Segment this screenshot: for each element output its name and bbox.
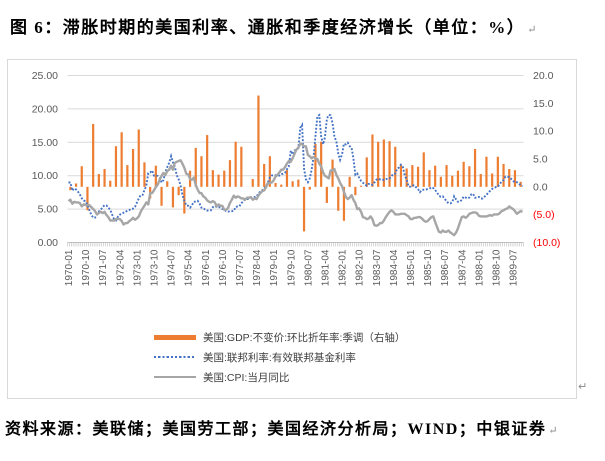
svg-text:10.0: 10.0 [533,126,554,138]
legend-item-cpi: 美国:CPI:当月同比 [154,370,405,384]
svg-text:25.00: 25.00 [32,70,58,82]
legend-label-cpi: 美国:CPI:当月同比 [203,371,290,384]
source-note: 资料来源：美联储；美国劳工部；美国经济分析局；WIND；中银证券 ↵ [5,415,605,439]
svg-text:1974-07: 1974-07 [167,249,178,286]
paragraph-mark-icon: ↵ [527,24,537,36]
legend-swatch-gdp-bar [154,334,196,340]
svg-text:1972-04: 1972-04 [115,249,126,286]
svg-text:(10.0): (10.0) [533,237,560,249]
svg-text:0.0: 0.0 [533,181,548,193]
svg-text:1973-01: 1973-01 [132,249,143,286]
svg-text:1982-01: 1982-01 [338,249,349,286]
svg-text:1984-04: 1984-04 [389,249,400,286]
source-note-text: 资料来源：美联储；美国劳工部；美国经济分析局；WIND；中银证券 [5,421,547,438]
svg-text:15.0: 15.0 [533,98,554,110]
svg-text:1970-10: 1970-10 [81,249,92,286]
svg-text:1980-07: 1980-07 [303,249,314,286]
svg-text:1983-07: 1983-07 [372,249,383,286]
legend-item-gdp: 美国:GDP:不变价:环比折年率:季调（右轴） [154,330,405,344]
legend-swatch-cpi-line [154,375,196,379]
figure-title-text: 图 6：滞胀时期的美国利率、通胀和季度经济增长（单位：%） [10,18,526,37]
svg-text:20.0: 20.0 [533,70,554,82]
legend-swatch-fedfunds-dotted-line [154,355,196,359]
svg-text:(5.0): (5.0) [533,209,555,221]
svg-text:1985-10: 1985-10 [423,249,434,286]
svg-text:1979-10: 1979-10 [286,249,297,286]
svg-text:5.0: 5.0 [533,154,548,166]
legend-label-gdp: 美国:GDP:不变价:环比折年率:季调（右轴） [203,331,406,344]
svg-text:10.00: 10.00 [32,170,58,182]
svg-text:1986-07: 1986-07 [440,249,451,286]
svg-text:0.00: 0.00 [38,237,59,249]
svg-text:1987-04: 1987-04 [457,249,468,286]
chart-area: 25.00 20.00 15.00 10.00 5.00 0.00 20.0 15.0 10.0… [7,59,577,399]
svg-text:5.00: 5.00 [38,204,59,216]
chart-plot: 25.00 20.00 15.00 10.00 5.00 0.00 20.0 15.0 10.0… [32,70,561,286]
svg-text:1975-04: 1975-04 [184,249,195,286]
chart-legend: 美国:GDP:不变价:环比折年率:季调（右轴） 美国:联邦利率:有效联邦基金利率… [154,330,405,390]
svg-text:1988-01: 1988-01 [474,249,485,286]
svg-text:1976-10: 1976-10 [218,249,229,286]
svg-text:1978-04: 1978-04 [252,249,263,286]
svg-text:1981-04: 1981-04 [320,249,331,286]
svg-text:1985-01: 1985-01 [406,249,417,286]
svg-text:1979-01: 1979-01 [269,249,280,286]
svg-text:1970-01: 1970-01 [64,249,75,286]
svg-text:1971-07: 1971-07 [98,249,109,286]
svg-text:1976-01: 1976-01 [201,249,212,286]
svg-text:15.00: 15.00 [32,137,58,149]
svg-text:1977-07: 1977-07 [235,249,246,286]
paragraph-mark-icon: ↵ [548,425,558,437]
svg-text:1988-10: 1988-10 [491,249,502,286]
svg-text:1973-10: 1973-10 [149,249,160,286]
paragraph-mark-icon: ↵ [578,381,588,393]
svg-text:20.00: 20.00 [32,103,58,115]
svg-text:1989-07: 1989-07 [509,249,520,286]
svg-text:1982-10: 1982-10 [355,249,366,286]
legend-item-fedfunds: 美国:联邦利率:有效联邦基金利率 [154,350,405,364]
figure-title: 图 6：滞胀时期的美国利率、通胀和季度经济增长（单位：%） ↵ [10,13,600,38]
legend-label-fedfunds: 美国:联邦利率:有效联邦基金利率 [203,351,356,364]
